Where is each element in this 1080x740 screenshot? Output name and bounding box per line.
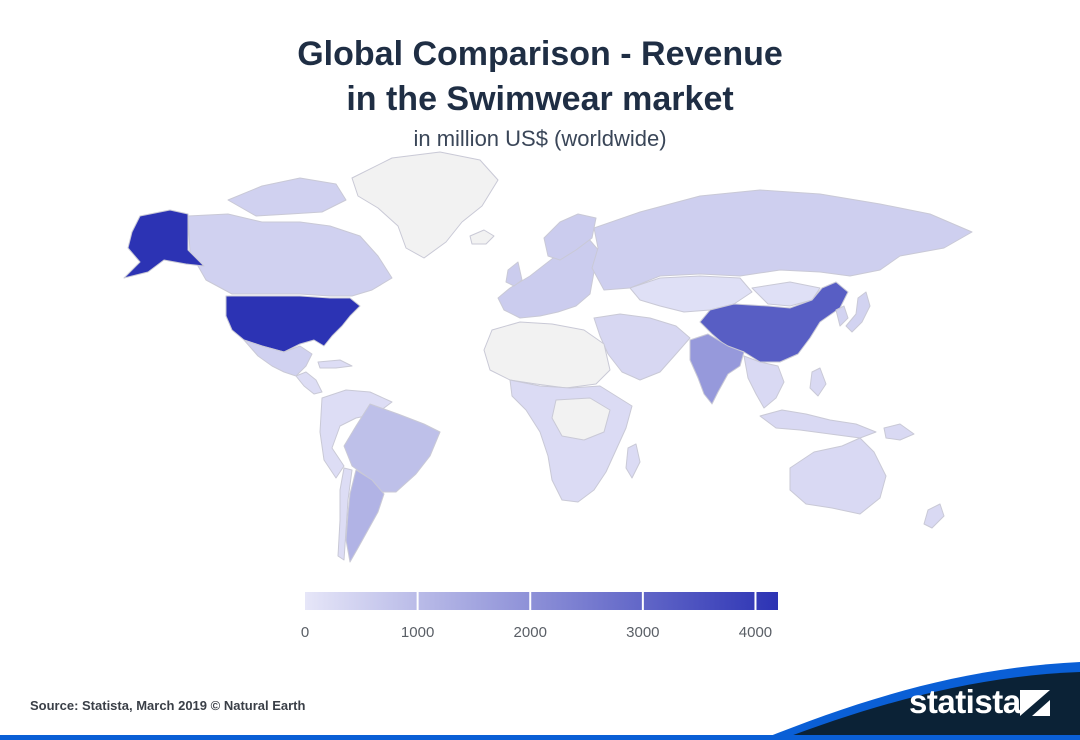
region-argentina[interactable] xyxy=(345,469,385,563)
region-scandinavia[interactable] xyxy=(543,213,597,261)
color-legend xyxy=(305,592,778,610)
region-madagascar[interactable] xyxy=(625,443,641,479)
region-united-kingdom[interactable] xyxy=(505,261,523,287)
region-central-america[interactable] xyxy=(295,371,323,395)
legend-tick-label: 1000 xyxy=(400,624,435,641)
region-papua[interactable] xyxy=(883,423,915,441)
legend-color-bar xyxy=(305,592,778,610)
region-brazil[interactable] xyxy=(343,403,441,493)
statista-logo-icon xyxy=(1020,690,1050,716)
region-southeast-asia[interactable] xyxy=(743,355,785,409)
region-greenland[interactable] xyxy=(351,151,499,259)
region-chile[interactable] xyxy=(337,467,353,561)
region-japan[interactable] xyxy=(845,291,871,333)
chart-title-line-1: Global Comparison - Revenue xyxy=(297,35,783,73)
chart-title: Global Comparison - Revenue in the Swimw… xyxy=(0,32,1080,122)
region-central-africa[interactable] xyxy=(551,397,611,441)
region-russia[interactable] xyxy=(591,189,973,291)
region-iceland[interactable] xyxy=(469,229,495,245)
bottom-blue-line xyxy=(0,735,1080,740)
region-canada-arctic[interactable] xyxy=(227,177,347,217)
legend-tick-label: 2000 xyxy=(513,624,547,641)
region-mexico[interactable] xyxy=(243,339,313,377)
legend-tick-label: 0 xyxy=(300,624,310,641)
region-united-states[interactable] xyxy=(225,295,361,353)
region-canada[interactable] xyxy=(187,213,393,297)
legend-tick-label: 3000 xyxy=(626,624,660,641)
region-india[interactable] xyxy=(689,333,745,405)
region-alaska[interactable] xyxy=(123,209,205,279)
chart-title-line-2: in the Swimwear market xyxy=(346,80,734,118)
region-korea[interactable] xyxy=(835,305,849,327)
region-philippines[interactable] xyxy=(809,367,827,397)
source-note: Source: Statista, March 2019 © Natural E… xyxy=(30,698,306,713)
region-indonesia[interactable] xyxy=(759,409,877,439)
region-australia[interactable] xyxy=(789,437,887,515)
chart-subtitle: in million US$ (worldwide) xyxy=(413,126,667,151)
statista-logo-text: statista xyxy=(909,683,1021,720)
brand-banner-dark-shape xyxy=(780,672,1080,740)
legend-tick-label: 4000 xyxy=(738,624,773,641)
region-caribbean[interactable] xyxy=(317,359,353,369)
region-sahara[interactable] xyxy=(483,321,611,389)
region-new-zealand[interactable] xyxy=(923,503,945,529)
region-middle-east[interactable] xyxy=(593,313,691,381)
